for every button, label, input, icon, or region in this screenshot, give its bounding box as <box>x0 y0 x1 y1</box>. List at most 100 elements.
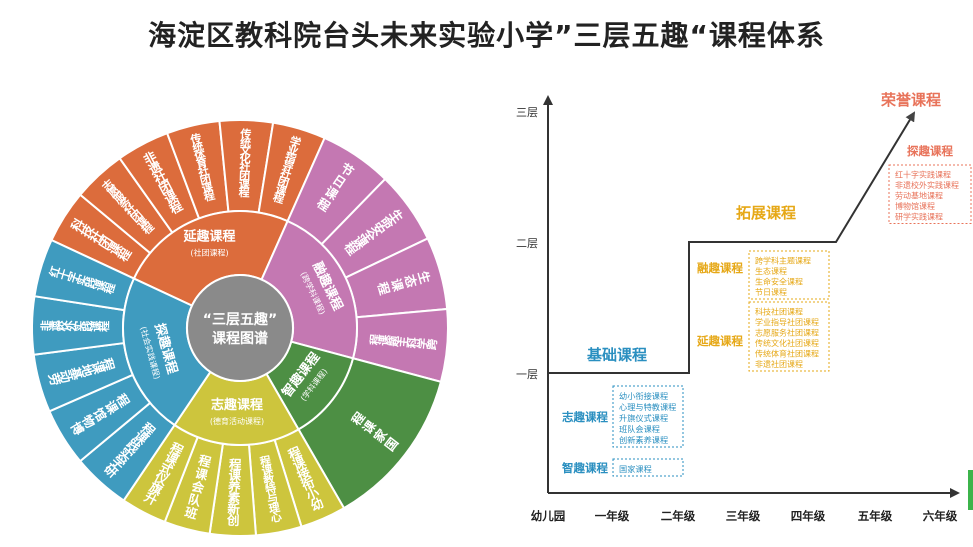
outer-segment-char: 实 <box>72 320 86 331</box>
inner-segment-label: 延趣课程 (社团课程) <box>183 229 236 258</box>
x-axis-label: 一年级 <box>595 509 630 523</box>
outer-segment-char: 化 <box>239 152 250 166</box>
zhiqu-de-group-item: 幼小衔接课程 <box>619 391 668 401</box>
outer-segment-char: 课 <box>193 465 209 483</box>
outer-segment-char: 主 <box>396 336 411 348</box>
outer-segment-char: 会 <box>190 478 206 496</box>
outer-segment-char: 课 <box>89 359 107 376</box>
zhiqu-de-group-item: 心理与特教课程 <box>619 402 676 412</box>
yan-group-item: 传统体育社团课程 <box>755 349 819 359</box>
rong-group-item: 生态课程 <box>755 266 787 276</box>
outer-segment-char: 红 <box>46 264 63 279</box>
outer-segment-char: 文 <box>240 143 252 157</box>
outer-segment-char: 践 <box>83 276 100 291</box>
y-axis-label: 一层 <box>516 368 538 381</box>
outer-segment-char: 社 <box>196 163 211 179</box>
outer-segment-char: 课 <box>274 182 289 199</box>
outer-segment-char: 新 <box>227 501 241 516</box>
wheel-center-title: “三层五趣” <box>203 311 277 328</box>
outer-segment-label: 创新素养课程 <box>226 457 242 528</box>
outer-segment-char: 团 <box>239 169 250 182</box>
outer-segment-char: 十 <box>56 267 73 282</box>
outer-segment-label: 劳动基地课程 <box>46 356 118 387</box>
outer-segment-char: 理 <box>268 501 281 516</box>
zhiqu-zhi-group-item: 国家课程 <box>619 464 652 474</box>
page-title: 海淀区教科院台头未来实验小学”三层五趣“课程体系 <box>148 19 825 52</box>
outer-segment-char: 幼 <box>308 495 325 514</box>
outer-segment-char: 团 <box>157 178 175 197</box>
outer-segment-label: 非遗校外实践课程 <box>39 319 112 332</box>
zhiqu-de-group-label: 志趣课程 <box>562 410 608 424</box>
tan-group-box <box>888 164 972 224</box>
outer-segment-label: 学业指导社团课程 <box>271 133 302 206</box>
yan-group-item: 学业指导社团课程 <box>755 317 819 327</box>
edge-accent-bar <box>968 470 973 510</box>
outer-segment-char: 指 <box>283 150 298 167</box>
zhiqu-de-group-item: 班队会课程 <box>619 424 660 434</box>
outer-segment-char: 程 <box>229 457 243 472</box>
outer-segment-char: 学 <box>288 133 303 150</box>
outer-segment-char: 程 <box>101 281 118 296</box>
outer-segment-char: 态 <box>402 273 420 290</box>
outer-segment-char: 创 <box>226 513 240 528</box>
outer-segment-char: 字 <box>65 270 82 285</box>
outer-segment-label: 跨学科主题课程 <box>367 333 439 350</box>
outer-segment-char: 课 <box>228 468 242 483</box>
outer-segment-char: 动 <box>56 368 74 385</box>
stage-basic-label: 基础课程 <box>586 346 647 364</box>
outer-segment-char: 体 <box>193 147 208 163</box>
inner-label-title: 志趣课程 <box>211 397 263 413</box>
outer-segment-label: 生态课程 <box>375 269 433 297</box>
outer-segment-char: 与 <box>266 492 279 507</box>
tan-group-item: 非遗校外实践课程 <box>895 180 959 190</box>
outer-segment-char: 统 <box>191 139 205 155</box>
outer-segment-label: 红十字实践课程 <box>46 264 118 295</box>
outer-segment-char: 课 <box>89 320 103 332</box>
rong-group-label: 融趣课程 <box>697 261 743 275</box>
stage-honor-label: 荣誉课程 <box>880 91 941 109</box>
x-axis-label: 五年级 <box>858 509 893 523</box>
x-axis-label: 四年级 <box>791 509 826 523</box>
tan-group-label: 探趣课程 <box>907 144 953 158</box>
x-axis-label: 二年级 <box>661 509 696 523</box>
outer-segment-char: 团 <box>276 175 290 191</box>
wheel-section-tanqu: 研学实践课程博物馆课程劳动基地课程非遗校外实践课程红十字实践课程探趣课程(社会实… <box>31 238 212 502</box>
x-axis-label: 三年级 <box>726 509 761 523</box>
outer-segment-char: 教 <box>261 472 276 488</box>
outer-segment-char: 程 <box>99 356 117 373</box>
wheel-section-yanqu: 科技社团课程志愿服务社团课程非遗社团课程传统体育社团课程传统文化社团课程学业指导… <box>50 119 326 307</box>
outer-segment-char: 劳 <box>46 371 64 388</box>
outer-segment-char: 班 <box>183 504 199 522</box>
outer-segment-char: 程 <box>259 453 272 469</box>
yan-group-item: 非遗社团课程 <box>755 359 803 369</box>
outer-segment-char: 实 <box>74 273 91 288</box>
zhiqu-zhi-group-label: 智趣课程 <box>562 461 608 475</box>
outer-segment-char: 接 <box>295 464 313 483</box>
inner-label-subtitle: (德育活动课程) <box>210 416 264 426</box>
outer-segment-label: 传统文化社团课程 <box>238 127 252 200</box>
outer-segment-char: 课 <box>388 277 406 294</box>
zhiqu-de-group-item: 升旗仪式课程 <box>619 413 668 423</box>
outer-segment-char: 课 <box>200 179 215 195</box>
rong-group-item: 跨学科主题课程 <box>755 256 811 266</box>
tan-group-item: 研学实践课程 <box>895 212 943 222</box>
yan-group-item: 志愿服务社团课程 <box>755 328 819 338</box>
outer-segment-char: 心 <box>270 510 283 525</box>
outer-segment-char: 团 <box>199 172 213 187</box>
outer-segment-label: 幼小衔接课程 <box>286 444 326 514</box>
outer-segment-char: 课 <box>239 177 251 191</box>
outer-segment-char: 程 <box>238 185 249 199</box>
outer-segment-char: 课 <box>260 462 274 478</box>
outer-segment-char: 衔 <box>299 474 317 493</box>
outer-segment-char: 外 <box>64 320 78 332</box>
wheel-center-subtitle: 课程图谱 <box>212 330 268 347</box>
rong-group-box <box>748 250 830 300</box>
outer-segment-char: 非 <box>39 320 53 331</box>
outer-segment-char: 社 <box>238 160 250 174</box>
y-axis-label: 三层 <box>516 106 538 119</box>
outer-segment-char: 题 <box>387 334 401 347</box>
inner-label-title: 延趣课程 <box>183 229 236 245</box>
zhiqu-zhi-group-box <box>612 458 684 477</box>
outer-segment-char: 课 <box>290 454 308 473</box>
